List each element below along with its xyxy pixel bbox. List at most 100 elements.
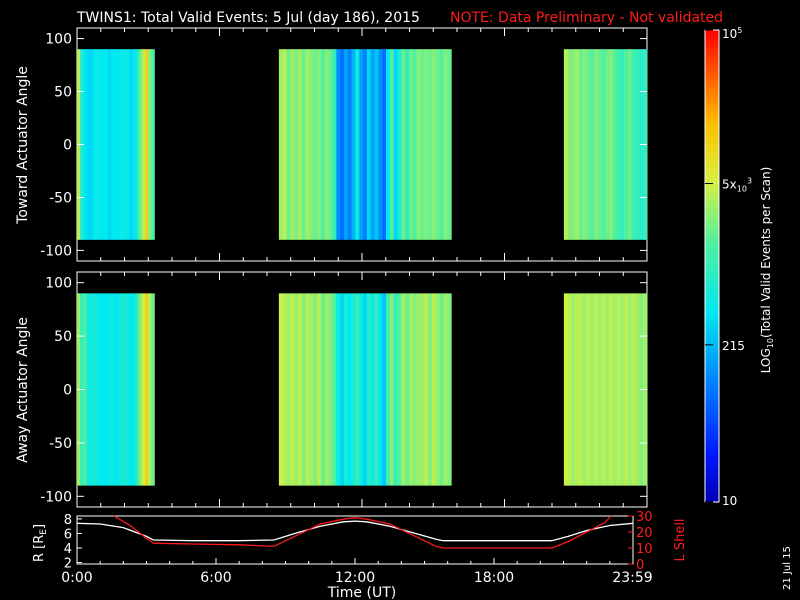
heatmap-cell	[616, 49, 621, 240]
colorbar-ticks: 105 5x103 215 10	[705, 26, 752, 508]
y-tick-label: -50	[49, 436, 72, 452]
heatmap-cell	[393, 293, 399, 486]
heatmap-cell	[389, 293, 395, 486]
heatmap-cell	[98, 293, 103, 486]
toward-ylabel: Toward Actuator Angle	[15, 66, 31, 225]
heatmap-cell	[144, 49, 149, 240]
heatmap-cell	[151, 49, 155, 240]
heatmap-cell	[624, 293, 629, 486]
heatmap-cell	[597, 49, 603, 240]
heatmap-cell	[86, 293, 90, 486]
heatmap-cell	[627, 49, 633, 240]
heatmap-cell	[126, 293, 131, 486]
colorbar-label: LOG10(Total Valid Events per Scan)	[759, 167, 775, 374]
heatmap-cell	[110, 293, 115, 486]
heatmap-cell	[309, 293, 314, 486]
y-tick-label: 0	[63, 383, 72, 399]
heatmap-cell	[114, 293, 118, 486]
heatmap-cell	[141, 293, 146, 486]
heatmap-cell	[298, 49, 303, 240]
heatmap-cell	[355, 293, 360, 486]
heatmap-cell	[447, 49, 452, 240]
heatmap-cell	[101, 49, 106, 240]
heatmap-cell	[141, 49, 146, 240]
heatmap-cell	[355, 49, 360, 240]
preliminary-note: NOTE: Data Preliminary - Not validated	[450, 10, 723, 26]
heatmap-cell	[605, 49, 610, 240]
heatmap-cell	[431, 293, 437, 486]
heatmap-cell	[401, 293, 406, 486]
heatmap-cell	[309, 49, 314, 240]
heatmap-cell	[578, 49, 584, 240]
heatmap-cell	[359, 49, 364, 240]
heatmap-cell	[563, 49, 569, 240]
heatmap-cell	[443, 293, 448, 486]
away-axes: 100 50 0 -50 -100	[40, 272, 648, 507]
heatmap-cell	[86, 49, 90, 240]
heatmap-cell	[431, 49, 437, 240]
heatmap-cell	[83, 49, 87, 240]
heatmap-cell	[294, 293, 299, 486]
time-tick-label: 0:00	[61, 570, 92, 586]
heatmap-cell	[123, 293, 127, 486]
heatmap-cell	[313, 293, 318, 486]
heatmap-cell	[282, 49, 288, 240]
colorbar	[704, 29, 720, 503]
heatmap-cell	[578, 293, 584, 486]
heatmap-cell	[439, 293, 445, 486]
heatmap-cell	[594, 49, 599, 240]
r-tick-label: 8	[64, 513, 72, 528]
heatmap-cell	[420, 293, 425, 486]
heatmap-cell	[95, 49, 100, 240]
y-tick-label: 50	[54, 329, 72, 345]
heatmap-cell	[135, 49, 140, 240]
heatmap-cell	[129, 49, 134, 240]
heatmap-cell	[120, 293, 124, 486]
heatmap-cell	[278, 49, 284, 240]
heatmap-cell	[347, 293, 353, 486]
heatmap-cell	[620, 293, 625, 486]
heatmap-cell	[571, 293, 576, 486]
toward-axes: 100 50 0 -50 -100	[40, 28, 648, 261]
heatmap-cell	[601, 293, 606, 486]
heatmap-cell	[286, 293, 291, 486]
heatmap-cell	[401, 49, 406, 240]
heatmap-cell	[286, 49, 291, 240]
heatmap-cell	[324, 49, 330, 240]
heatmap-cell	[138, 49, 143, 240]
colorbar-tick-label: 5x103	[722, 177, 752, 194]
heatmap-cell	[332, 293, 337, 486]
heatmap-cell	[332, 49, 337, 240]
away-heatmap	[77, 293, 648, 486]
heatmap-cell	[129, 293, 134, 486]
r-curve	[76, 520, 633, 542]
heatmap-cell	[114, 49, 118, 240]
heatmap-cell	[144, 293, 149, 486]
heatmap-cell	[612, 293, 618, 486]
heatmap-cell	[424, 49, 429, 240]
heatmap-cell	[635, 293, 640, 486]
y-tick-label: 100	[45, 276, 72, 292]
heatmap-cell	[104, 49, 109, 240]
heatmap-cell	[305, 49, 311, 240]
heatmap-cell	[567, 49, 573, 240]
heatmap-cell	[382, 49, 387, 240]
heatmap-cell	[416, 49, 422, 240]
heatmap-cell	[571, 49, 576, 240]
heatmap-cell	[351, 293, 357, 486]
heatmap-cell	[117, 49, 121, 240]
heatmap-cell	[447, 293, 452, 486]
heatmap-cell	[107, 49, 112, 240]
heatmap-cell	[627, 293, 633, 486]
y-tick-label: -100	[40, 489, 72, 505]
heatmap-cell	[95, 293, 100, 486]
heatmap-cell	[343, 293, 349, 486]
heatmap-cell	[412, 293, 418, 486]
heatmap-cell	[92, 293, 97, 486]
away-ylabel: Away Actuator Angle	[15, 317, 31, 463]
heatmap-cell	[620, 49, 625, 240]
heatmap-cell	[386, 49, 391, 240]
heatmap-cell	[370, 293, 376, 486]
